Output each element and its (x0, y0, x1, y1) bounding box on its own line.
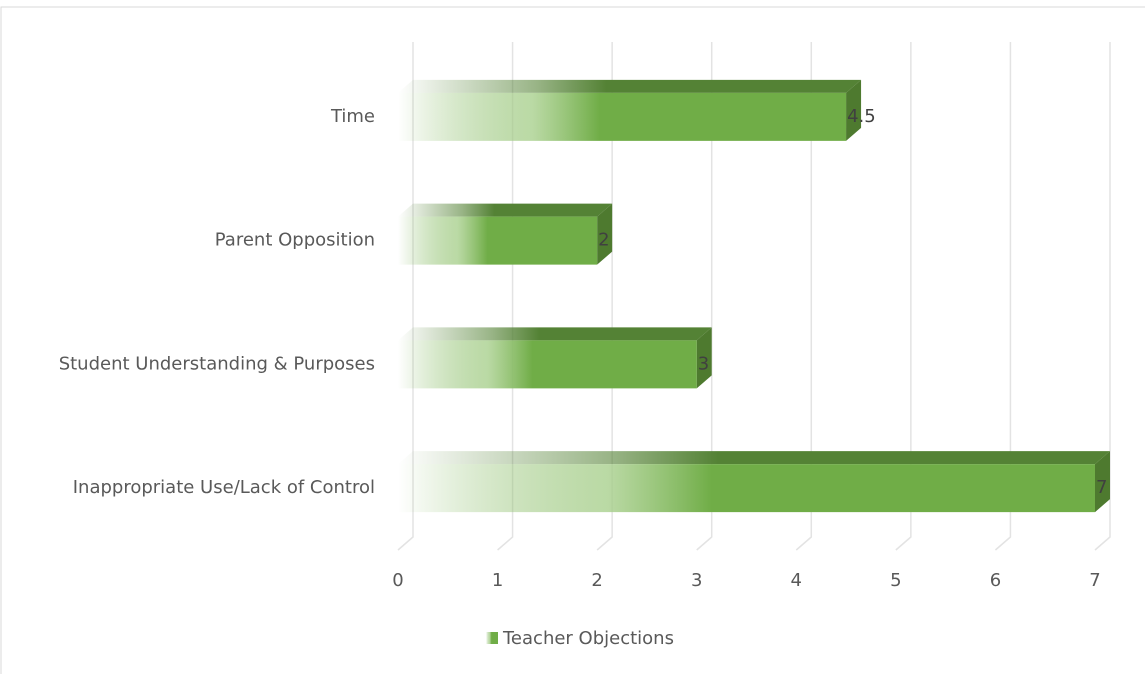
grid-line (1094, 42, 1111, 551)
y-tick-label: Student Understanding & Purposes (59, 353, 375, 374)
bar-top (398, 79, 862, 93)
x-tick-label: 5 (890, 570, 901, 591)
x-tick-label: 3 (691, 570, 702, 591)
x-tick-label: 7 (1089, 570, 1100, 591)
x-tick-label: 1 (492, 570, 503, 591)
legend-swatch (486, 632, 498, 644)
grid-line (696, 42, 713, 551)
grid-line (795, 42, 813, 551)
data-label: 4.5 (847, 106, 876, 127)
bar-side (597, 203, 613, 265)
grid-line (994, 42, 1012, 551)
grid-line (895, 42, 912, 551)
bar (398, 216, 598, 265)
frame (0, 6, 1145, 674)
bar (398, 340, 697, 389)
bar (398, 92, 847, 141)
y-tick-label: Parent Opposition (215, 230, 375, 251)
y-tick-label: Time (330, 106, 375, 127)
bar (398, 464, 1095, 513)
bar-top (398, 327, 712, 341)
data-label: 2 (598, 230, 609, 251)
data-label: 7 (1096, 477, 1107, 498)
y-tick-label: Inappropriate Use/Lack of Control (73, 477, 375, 498)
x-tick-label: 0 (392, 570, 403, 591)
bar-top (398, 451, 1110, 465)
bar-top (398, 203, 613, 217)
grid-line (596, 42, 613, 551)
bar-side (846, 79, 862, 141)
x-tick-label: 6 (990, 570, 1001, 591)
bar-side (696, 327, 712, 389)
bar-side (1095, 451, 1110, 513)
legend-label: Teacher Objections (502, 628, 674, 649)
x-tick-label: 2 (591, 570, 602, 591)
data-label: 3 (698, 353, 709, 374)
x-tick-label: 4 (791, 570, 802, 591)
